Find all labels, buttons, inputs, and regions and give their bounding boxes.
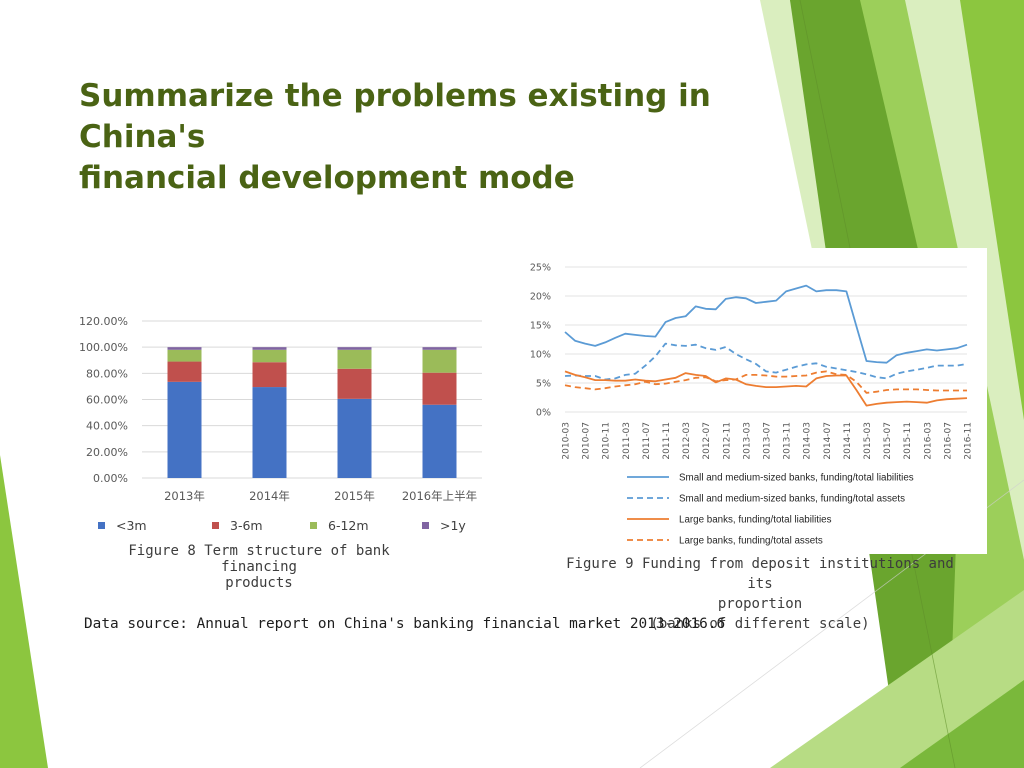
x-tick-label: 2014年 xyxy=(249,489,290,503)
x-tick-label: 2015-03 xyxy=(863,422,873,460)
legend-label: Small and medium-sized banks, funding/to… xyxy=(679,473,914,484)
series-line xyxy=(564,342,968,381)
y-tick-label: 80.00% xyxy=(86,367,128,380)
legend-swatch xyxy=(212,522,219,529)
x-tick-label: 2011-03 xyxy=(622,422,632,460)
y-tick-label: 0.00% xyxy=(93,472,128,485)
x-tick-label: 2010-07 xyxy=(582,422,592,460)
x-tick-label: 2016年上半年 xyxy=(402,489,477,503)
y-tick-label: 20.00% xyxy=(86,446,128,459)
figure-8-panel: 0.00% 20.00% 40.00% 60.00% 80.00% 100.00% 120.… xyxy=(70,305,490,545)
figure-9-caption-line-1: Figure 9 Funding from deposit institutio… xyxy=(566,556,954,592)
legend-label: Large banks, funding/total assets xyxy=(679,536,823,547)
slide-title-line-2: financial development mode xyxy=(79,160,575,196)
x-tick-label: 2011-07 xyxy=(642,422,652,460)
x-tick-label: 2012-07 xyxy=(702,422,712,460)
bar-segment xyxy=(337,398,372,478)
bar-segment xyxy=(167,349,202,362)
y-tick-label: 120.00% xyxy=(79,315,128,328)
legend-swatch xyxy=(310,522,317,529)
slide-title-line-1: Summarize the problems existing in China… xyxy=(79,78,711,155)
x-tick-label: 2016-07 xyxy=(943,422,953,460)
legend-swatch xyxy=(422,522,429,529)
figure-9-caption-line-2: proportion xyxy=(717,596,803,612)
bar-segment xyxy=(422,372,457,405)
figure-8-caption-line-1: Figure 8 Term structure of bank financin… xyxy=(128,543,390,575)
x-tick-label: 2012-11 xyxy=(722,422,732,460)
bar-segment xyxy=(422,347,457,350)
bar-segment xyxy=(422,349,457,373)
bar-segment xyxy=(252,387,287,478)
bar-segment xyxy=(252,347,287,350)
data-source-note: Data source: Annual report on China's ba… xyxy=(84,616,726,632)
x-tick-label: 2013-03 xyxy=(742,422,752,460)
legend-swatch xyxy=(98,522,105,529)
figure-9-panel: 0% 5% 10% 15% 20% 25% 2010-03 2010-07 2010-11 201… xyxy=(515,248,987,554)
x-tick-label: 2010-11 xyxy=(602,422,612,460)
legend-label: >1y xyxy=(440,518,466,533)
bar-segment xyxy=(252,349,287,363)
legend-label: Large banks, funding/total liabilities xyxy=(679,515,832,526)
x-tick-label: 2010-03 xyxy=(562,422,572,460)
figure-8-caption-line-2: products xyxy=(225,575,293,591)
series-line xyxy=(564,284,968,364)
y-tick-label: 60.00% xyxy=(86,394,128,407)
slide-title: Summarize the problems existing in China… xyxy=(79,76,839,199)
y-tick-label: 5% xyxy=(536,379,551,390)
y-tick-label: 100.00% xyxy=(79,341,128,354)
bar-segment xyxy=(422,404,457,478)
bar-segment xyxy=(337,347,372,350)
legend-label: 3-6m xyxy=(230,518,263,533)
x-tick-label: 2013-11 xyxy=(783,422,793,460)
series-line xyxy=(564,370,968,407)
x-tick-label: 2015-07 xyxy=(883,422,893,460)
y-tick-label: 20% xyxy=(530,292,551,303)
term-structure-chart: 0.00% 20.00% 40.00% 60.00% 80.00% 100.00% 120.… xyxy=(79,315,482,533)
deco-bottom-wedge xyxy=(770,590,1024,768)
x-tick-label: 2014-11 xyxy=(843,422,853,460)
x-tick-label: 2012-03 xyxy=(682,422,692,460)
y-tick-label: 0% xyxy=(536,408,551,419)
deco-left-triangle xyxy=(0,455,48,768)
deco-right-strip xyxy=(960,0,1024,420)
x-tick-label: 2016-03 xyxy=(923,422,933,460)
bar-segment xyxy=(167,347,202,350)
x-tick-label: 2015年 xyxy=(334,489,375,503)
y-tick-label: 25% xyxy=(530,263,551,274)
legend-label: 6-12m xyxy=(328,518,369,533)
bar-segment xyxy=(167,381,202,478)
x-tick-label: 2014-07 xyxy=(823,422,833,460)
figure-8-caption: Figure 8 Term structure of bank financin… xyxy=(100,543,418,591)
bar-segment xyxy=(337,368,372,399)
deco-bottom-corner xyxy=(900,680,1024,768)
x-tick-label: 2016-11 xyxy=(964,422,974,460)
bar-segment xyxy=(252,362,287,388)
legend-label: <3m xyxy=(116,518,147,533)
x-tick-label: 2011-11 xyxy=(662,422,672,460)
deposit-funding-chart: 0% 5% 10% 15% 20% 25% 2010-03 2010-07 2010-11 201… xyxy=(530,263,974,547)
bar-segment xyxy=(337,349,372,369)
x-tick-label: 2013-07 xyxy=(763,422,773,460)
y-tick-label: 15% xyxy=(530,321,551,332)
x-tick-label: 2015-11 xyxy=(903,422,913,460)
x-tick-label: 2013年 xyxy=(164,489,205,503)
x-tick-label: 2014-03 xyxy=(803,422,813,460)
legend-label: Small and medium-sized banks, funding/to… xyxy=(679,494,905,505)
figure-9-caption: Figure 9 Funding from deposit institutio… xyxy=(560,554,960,634)
y-tick-label: 10% xyxy=(530,350,551,361)
figure-9-caption-line-3: (banks of different scale) xyxy=(650,616,870,632)
y-tick-label: 40.00% xyxy=(86,420,128,433)
bar-segment xyxy=(167,361,202,382)
series-line xyxy=(564,370,967,394)
